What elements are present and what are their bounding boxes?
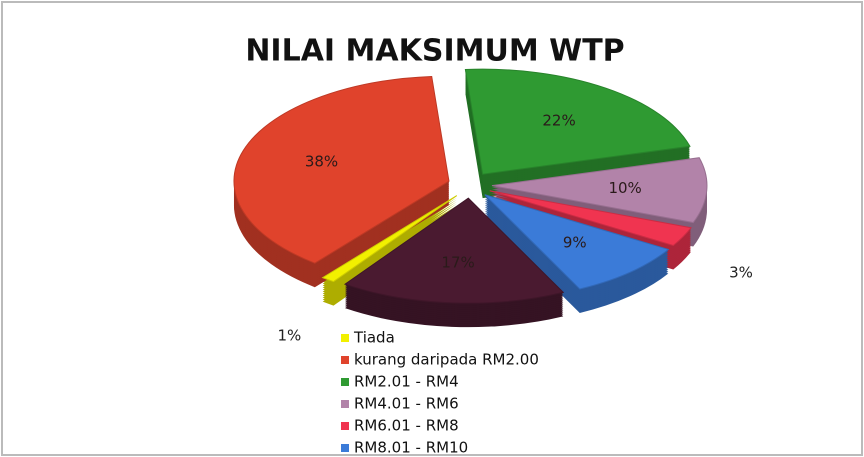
legend-label: RM6.01 - RM8 [354, 417, 459, 435]
data-label: 1% [277, 327, 301, 345]
slice [489, 190, 692, 247]
slice [464, 68, 691, 175]
data-label: 3% [729, 264, 753, 282]
data-label: 22% [542, 111, 575, 129]
data-label: 38% [305, 153, 338, 171]
data-label: 10% [608, 179, 641, 197]
data-label: 9% [563, 233, 587, 251]
legend-label: RM8.01 - RM10 [354, 439, 468, 457]
legend-swatch [341, 444, 349, 452]
legend-label: RM4.01 - RM6 [354, 395, 459, 413]
legend-swatch [341, 334, 349, 342]
legend-swatch [341, 400, 349, 408]
legend-label: kurang daripada RM2.00 [354, 351, 539, 369]
slice [491, 157, 708, 224]
legend-swatch [341, 422, 349, 430]
legend-swatch [341, 356, 349, 364]
slice [321, 195, 458, 283]
slice [484, 194, 670, 290]
slice [343, 197, 565, 304]
chart-title: NILAI MAKSIMUM WTP [245, 34, 624, 69]
legend-swatch [341, 378, 349, 386]
legend-label: Tiada [353, 329, 395, 347]
data-label: 17% [441, 254, 474, 272]
legend-label: RM2.01 - RM4 [354, 373, 459, 391]
slice [233, 75, 450, 264]
